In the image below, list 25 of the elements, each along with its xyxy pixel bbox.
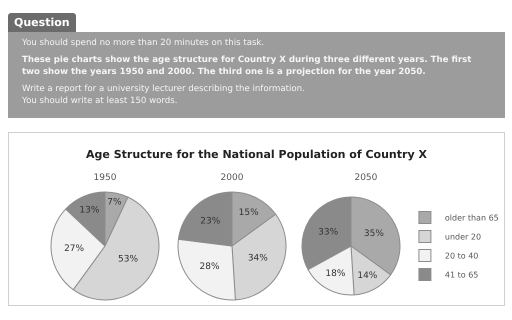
text: You should write at least 150 words. [22, 95, 178, 107]
legend-label: 41 to 65 [444, 270, 478, 280]
data-label: 35% [364, 229, 384, 240]
chart-title: 1950 [94, 172, 117, 183]
data-label: 13% [79, 206, 100, 216]
data-label: 28% [200, 262, 220, 272]
data-label: 53% [118, 254, 138, 265]
text: Age Structure for the National Population of Country X [85, 148, 428, 161]
text: You should spend no more than 20 minutes on this task. [22, 37, 266, 49]
data-label: 27% [64, 244, 85, 254]
chart-title: 2000 [220, 172, 244, 183]
data-label: 23% [200, 216, 221, 227]
legend-label: older than 65 [444, 214, 499, 223]
chart-title: 2050 [354, 172, 378, 183]
legend-label: 20 to 40 [444, 252, 478, 261]
data-label: 18% [325, 268, 346, 279]
text: Write a report for a university lecturer describing the information. [22, 83, 306, 95]
data-label: 14% [357, 271, 378, 282]
data-label: 7% [107, 198, 122, 208]
data-label: 33% [318, 228, 339, 238]
text: These pie charts show the age structure for Country X during three different years. The first two show the years 1950 and 2000. The third one is a projection for the year 2050. [22, 54, 472, 78]
text: Question [8, 13, 76, 32]
legend-label: under 20 [444, 232, 482, 242]
data-label: 34% [248, 253, 268, 264]
data-label: 15% [238, 208, 260, 218]
